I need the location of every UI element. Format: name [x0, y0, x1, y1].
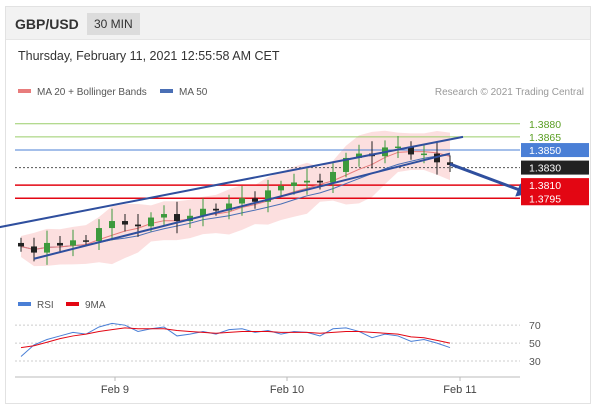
- ma50-legend-swatch: [160, 89, 173, 93]
- candle-body: [408, 146, 414, 155]
- rsi-tick-label: 50: [529, 338, 541, 350]
- candle-body: [330, 171, 336, 183]
- candle-body: [356, 153, 362, 158]
- candle-body: [278, 185, 284, 191]
- level-label: 1.3795: [529, 193, 561, 205]
- rsi-layer: 70 50 30: [15, 320, 541, 368]
- candle-body: [226, 203, 232, 211]
- candle-body: [252, 198, 258, 202]
- level-label-box: [521, 191, 589, 206]
- x-tick-label: Feb 11: [443, 384, 476, 396]
- candle-body: [161, 214, 167, 218]
- rsi-line: [20, 322, 451, 357]
- level-label: 1.3850: [529, 145, 561, 157]
- candle-body: [447, 162, 453, 165]
- level-label-box: [521, 178, 589, 193]
- candle-body: [57, 242, 63, 246]
- research-credit: Research © 2021 Trading Central: [435, 87, 584, 98]
- candle-body: [31, 246, 37, 253]
- level-label: 1.3810: [529, 180, 561, 192]
- candle-body: [395, 146, 401, 149]
- chart-timestamp: Thursday, February 11, 2021 12:55:58 AM …: [18, 49, 280, 63]
- candles-layer: [18, 136, 453, 265]
- level-label-box: [521, 143, 589, 158]
- level-label: 1.3880: [529, 119, 561, 131]
- candle-body: [304, 180, 310, 183]
- ma50-legend-label: MA 50: [179, 87, 208, 98]
- candle-body: [109, 221, 115, 229]
- ma20-line: [20, 151, 451, 251]
- candle-body: [18, 242, 24, 247]
- currency-pair-title: GBP/USD: [15, 16, 79, 32]
- candle-body: [96, 228, 102, 242]
- level-label: 1.3830: [529, 163, 561, 175]
- rsi-tick-label: 30: [529, 356, 541, 368]
- candle-body: [291, 182, 297, 186]
- candle-body: [239, 198, 245, 204]
- candle-body: [122, 221, 128, 225]
- candle-body: [148, 217, 154, 227]
- candle-body: [174, 214, 180, 222]
- candle-body: [213, 208, 219, 211]
- candle-body: [421, 153, 427, 156]
- candle-body: [265, 190, 271, 202]
- rsi-ma-line: [20, 327, 451, 349]
- rsi-tick-label: 70: [529, 320, 541, 332]
- timeframe-badge[interactable]: 30 MIN: [87, 13, 140, 35]
- candle-body: [200, 208, 206, 216]
- rsi-legend-label: RSI: [37, 300, 54, 311]
- channel-line-lower: [33, 152, 451, 260]
- rsi-ma-legend-swatch: [66, 302, 79, 306]
- candle-body: [83, 240, 89, 242]
- candle-body: [135, 224, 141, 227]
- ma20-legend-swatch: [18, 89, 31, 93]
- x-tick-label: Feb 9: [101, 384, 129, 396]
- channel-layer: [0, 135, 528, 260]
- candle-body: [434, 153, 440, 163]
- level-label-box: [521, 160, 589, 175]
- candle-body: [343, 157, 349, 172]
- candle-body: [317, 180, 323, 183]
- channel-line-upper: [0, 135, 464, 229]
- chart-widget: GBP/USD 30 MIN Thursday, February 11, 20…: [5, 6, 591, 404]
- candle-body: [44, 242, 50, 253]
- rsi-ma-legend-label: 9MA: [85, 300, 106, 311]
- rsi-legend-swatch: [18, 302, 31, 306]
- chart-header: GBP/USD 30 MIN: [6, 7, 590, 40]
- ma20-legend-label: MA 20 + Bollinger Bands: [37, 87, 147, 98]
- candle-body: [70, 240, 76, 246]
- forecast-arrow-shaft: [449, 162, 523, 193]
- x-tick-label: Feb 10: [270, 384, 304, 396]
- x-axis-labels: Feb 9 Feb 10 Feb 11: [101, 377, 477, 396]
- level-label: 1.3865: [529, 132, 561, 144]
